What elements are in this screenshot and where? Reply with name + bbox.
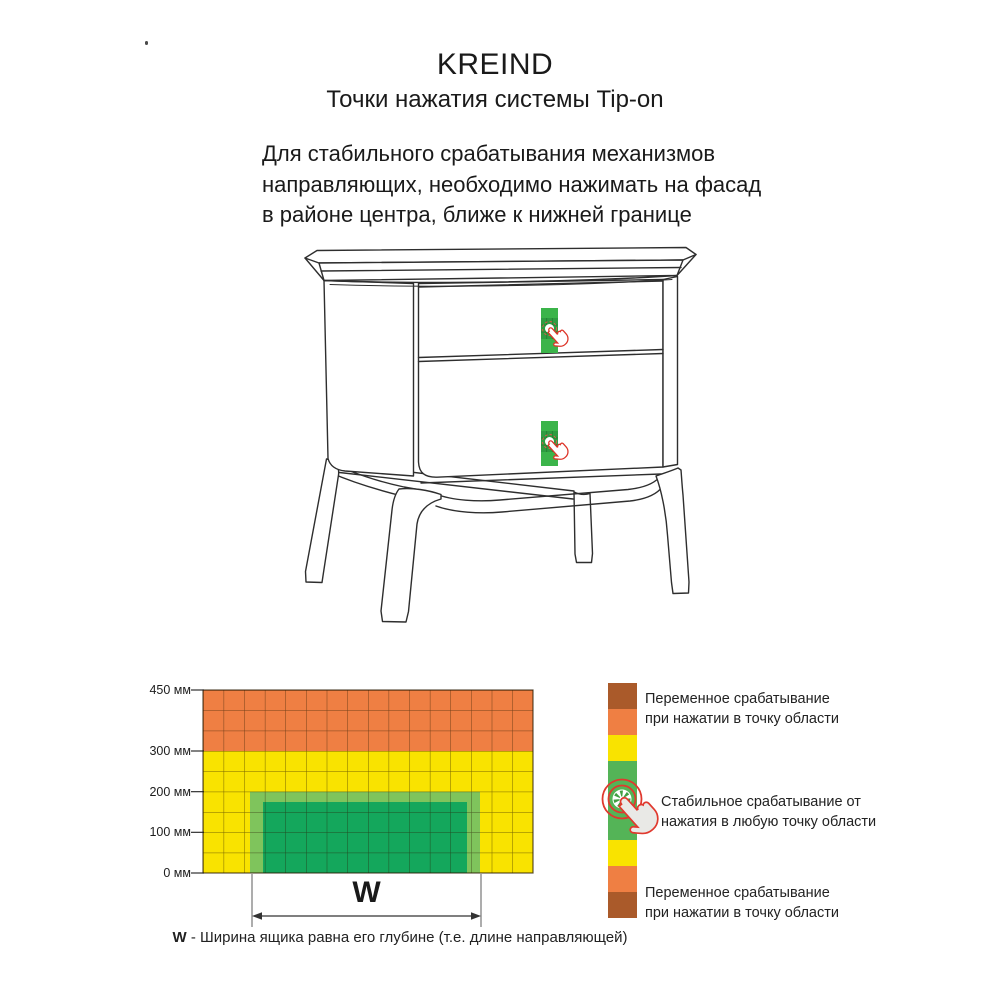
stray-dot [145, 41, 148, 45]
legend-line: Переменное срабатывание [645, 691, 830, 707]
legend-line: при нажатии в точку области [645, 904, 839, 921]
axis-label-100: 100 мм [149, 825, 191, 840]
width-footnote-symbol: W [172, 929, 187, 946]
axis-label-300: 300 мм [149, 744, 191, 758]
axis-label-200: 200 мм [149, 784, 191, 799]
press-sticker-top-drawer [541, 308, 572, 353]
nightstand-front-right-leg [655, 467, 690, 595]
description-line: направляющих, необходимо нажимать на фас… [262, 171, 762, 197]
legend-line: Переменное срабатывание [645, 885, 830, 901]
nightstand-back-left-leg [304, 458, 340, 584]
axis-label-0: 0 мм [163, 866, 191, 880]
description: Для стабильного срабатывания механизмов … [262, 139, 761, 231]
axis-label-450: 450 мм [149, 683, 191, 697]
legend-item-variable-bottom: Переменное срабатывание при нажатии в то… [645, 884, 839, 923]
description-line: в районе центра, ближе к нижней границе [262, 202, 692, 227]
brand-title: KREIND [436, 48, 554, 81]
nightstand-front-rail [435, 475, 663, 514]
legend-item-stable: Стабильное срабатывание от нажатия в люб… [661, 793, 876, 832]
press-sticker-bottom-drawer [541, 421, 572, 466]
width-arrow [251, 874, 482, 927]
legend-item-variable-top: Переменное срабатывание при нажатии в то… [645, 690, 839, 729]
width-symbol: W [352, 876, 381, 909]
legend-line: Стабильное срабатывание от [661, 794, 861, 810]
zone-grid [191, 689, 534, 874]
width-footnote: W - Ширина ящика равна его глубине (т.е.… [95, 929, 705, 946]
nightstand-front-left-leg [380, 487, 442, 623]
nightstand-top [304, 246, 697, 287]
axis-ticks [191, 689, 204, 874]
nightstand-drawing [304, 246, 697, 623]
drawer-divider [417, 348, 664, 363]
legend-tap-icon [601, 778, 665, 843]
page-subtitle: Точки нажатия системы Tip-on [326, 86, 664, 113]
legend-line: нажатия в любую точку области [661, 813, 877, 830]
description-line: Для стабильного срабатывания механизмов [262, 141, 716, 166]
width-footnote-text: - Ширина ящика равна его глубине (т.е. д… [186, 929, 628, 946]
cabinet-bottom-lip [420, 473, 662, 484]
nightstand-back-right-leg [573, 491, 594, 564]
nightstand-body [323, 275, 679, 478]
legend-line: при нажатии в точку области [645, 710, 839, 727]
